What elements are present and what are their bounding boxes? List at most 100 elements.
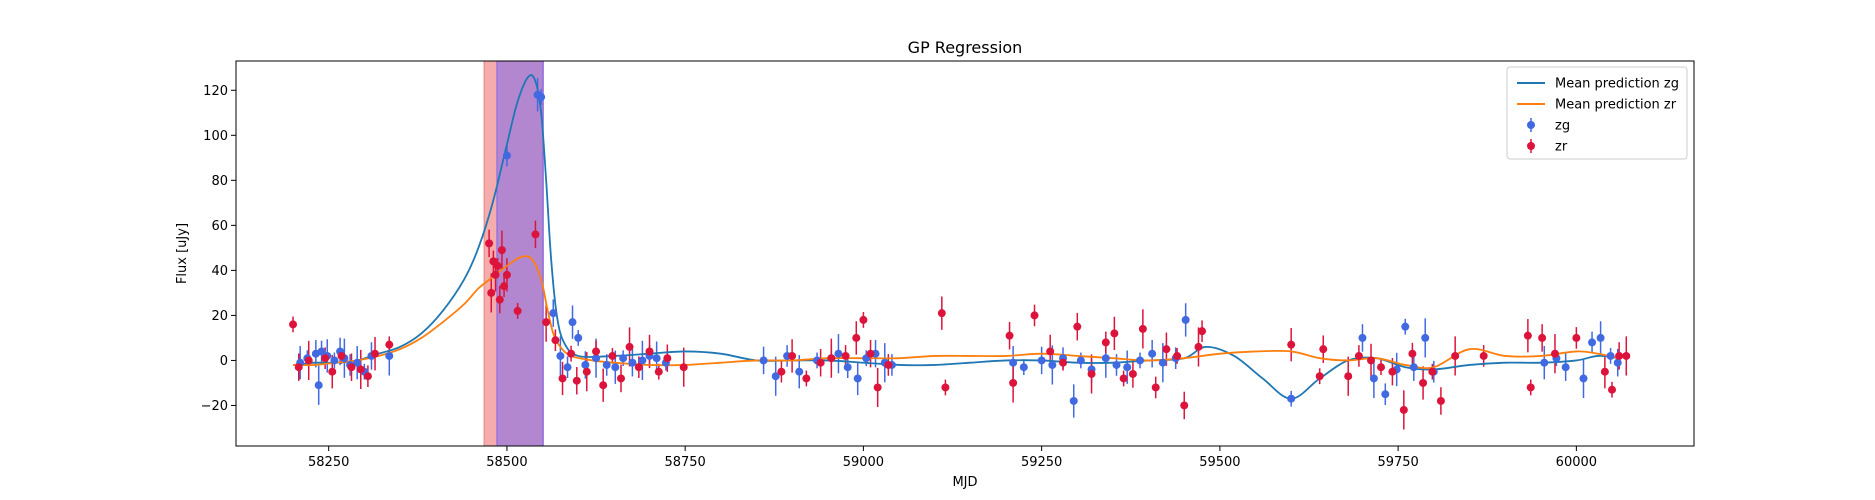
zr-data-point [513,306,522,315]
zr-data-point [1572,333,1581,342]
zr-data-point [1608,385,1617,394]
zr-data-point [873,383,882,392]
zr-data-point [289,320,298,329]
zr-data-point [1615,351,1624,360]
zr-data-point [582,367,591,376]
zg-data-point [853,374,862,383]
zr-data-point [592,347,601,356]
zg-data-point [317,347,326,356]
x-tick-label: 58750 [664,455,705,470]
zg-data-point [1019,363,1028,372]
zg-data-point [619,354,628,363]
zr-data-point [1194,342,1203,351]
zr-data-point [937,309,946,318]
zr-data-point [1073,322,1082,331]
x-tick-label: 60000 [1556,455,1597,470]
y-tick-label: 0 [220,354,228,369]
zr-data-point [328,367,337,376]
zr-data-point [551,336,560,345]
zg-data-point [563,363,572,372]
y-tick-label: 60 [211,219,228,234]
zg-data-point [1148,349,1157,358]
zr-data-point [866,349,875,358]
legend-marker-zg [1527,121,1535,129]
zr-data-point [841,351,850,360]
zr-data-point [1009,378,1018,387]
zr-data-point [1419,378,1428,387]
y-tick-label: 20 [211,309,228,324]
zr-data-point [859,315,868,324]
zr-data-point [1030,311,1039,320]
y-tick-label: 100 [203,129,228,144]
zr-data-point [1367,356,1376,365]
zg-data-point [1540,358,1549,367]
zg-data-point [1076,356,1085,365]
zr-data-point [1315,372,1324,381]
x-axis-label: MJD [952,475,977,490]
zg-data-point [1112,360,1121,369]
zg-data-point [771,372,780,381]
zr-data-point [572,376,581,385]
zg-data-point [1037,356,1046,365]
zg-data-point [834,349,843,358]
zr-data-point [542,318,551,327]
zg-data-point [628,358,637,367]
zr-data-point [558,374,567,383]
zr-data-point [599,381,608,390]
zr-data-point [485,239,494,248]
zr-data-point [385,340,394,349]
zg-data-point [759,356,768,365]
zr-data-point [1399,405,1408,414]
zr-data-point [1344,372,1353,381]
zg-data-point [556,351,565,360]
data-points [289,90,1631,414]
zg-data-point [1136,356,1145,365]
zr-data-point [1287,340,1296,349]
zg-data-point [1613,358,1622,367]
zr-data-point [852,333,861,342]
zg-data-point [1369,374,1378,383]
highlight-spans [483,61,544,446]
zr-data-point [625,342,634,351]
zr-data-point [294,363,303,372]
zr-data-point [531,230,540,239]
zg-data-point [1009,358,1018,367]
x-axis-ticks: 58250 58500 58750 59000 59250 59500 59750 60000 [308,446,1597,470]
zr-data-point [497,246,506,255]
zr-data-point [363,372,372,381]
zr-data-point [1138,324,1147,333]
x-tick-label: 58500 [486,455,527,470]
y-axis-label: Flux [uJy] [175,223,190,284]
x-tick-label: 59250 [1021,455,1062,470]
x-tick-label: 59750 [1377,455,1418,470]
zg-data-point [1421,333,1430,342]
zr-data-point [1162,345,1171,354]
zr-data-point [777,367,786,376]
zr-data-point [1479,351,1488,360]
zr-data-point [567,349,576,358]
zg-data-point [602,360,611,369]
zr-data-point [1319,345,1328,354]
zg-data-point [1069,396,1078,405]
zr-data-point [1526,383,1535,392]
zg-data-point [385,351,394,360]
zg-data-point [611,363,620,372]
zr-data-point [502,270,511,279]
legend-label-zg-marker: zg [1555,119,1570,134]
zr-data-point [654,367,663,376]
zr-data-point [1408,349,1417,358]
zr-data-point [1180,401,1189,410]
zr-data-point [1198,327,1207,336]
zg-data-point [1287,394,1296,403]
zg-data-point [1588,338,1597,347]
zr-data-point [816,358,825,367]
zg-data-point [502,151,511,160]
zr-data-point [337,351,346,360]
zg-data-point [1381,390,1390,399]
zr-data-point [608,351,617,360]
zr-data-point [616,374,625,383]
zg-data-point [638,356,647,365]
zr-data-point [1128,369,1137,378]
zr-data-point [1119,374,1128,383]
